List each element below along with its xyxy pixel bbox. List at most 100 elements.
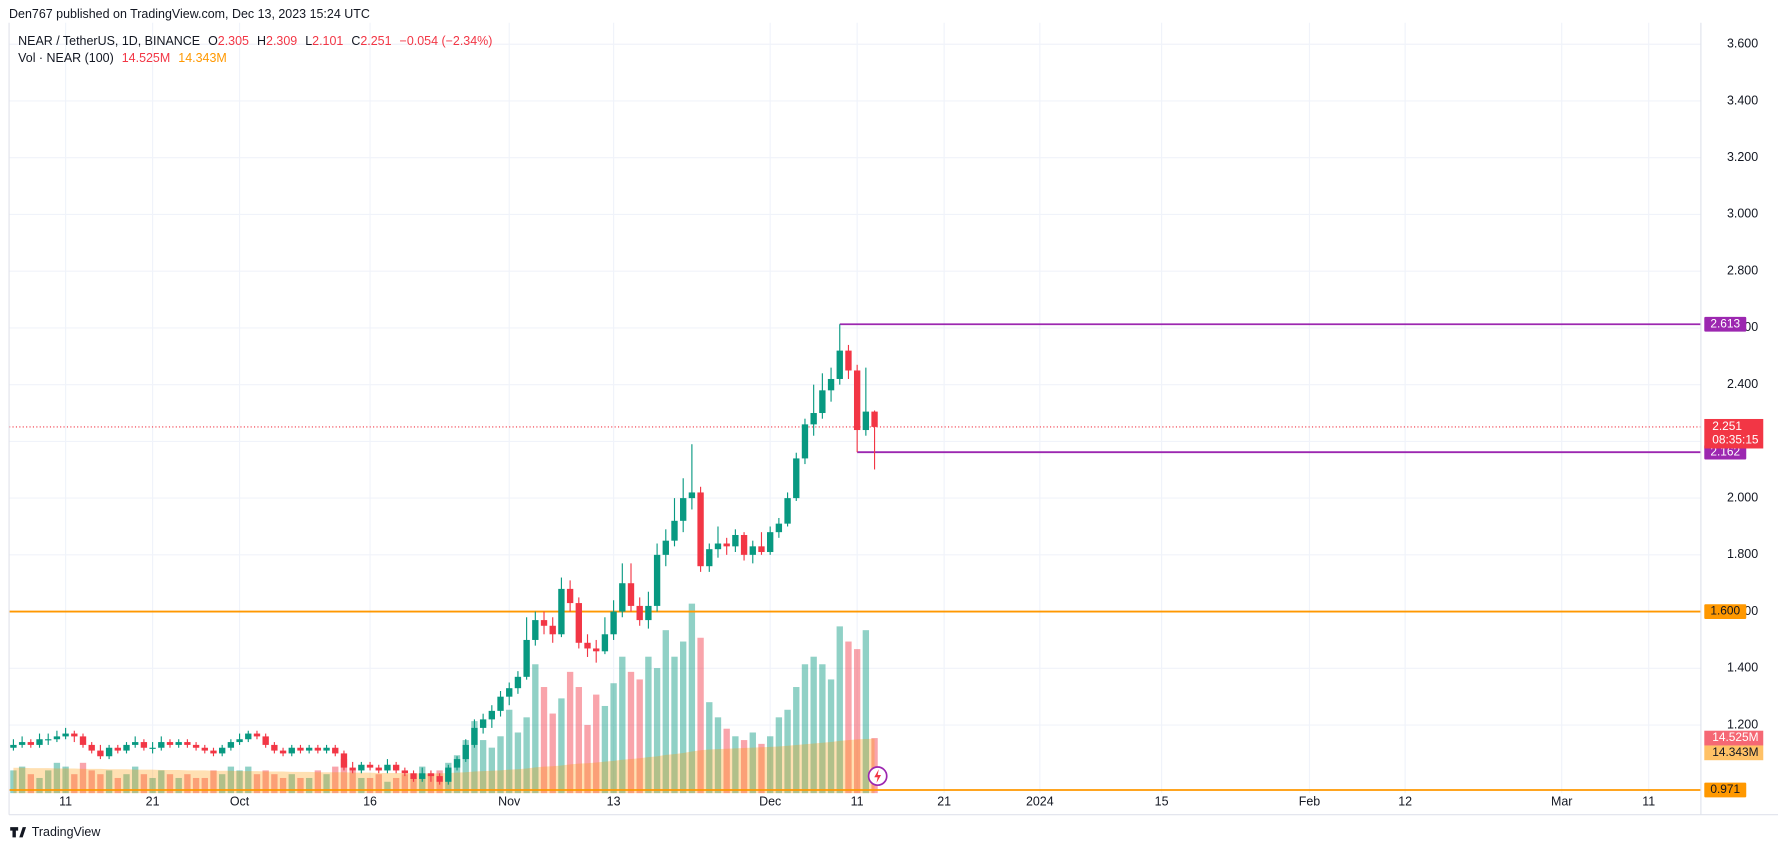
volume-bar [323, 774, 330, 794]
ohlc-value: 2.101 [312, 34, 343, 48]
replay-icon[interactable] [867, 766, 888, 787]
candle-body [227, 742, 235, 748]
x-tick-label: 15 [1155, 795, 1169, 809]
volume-bar [36, 777, 43, 794]
candle-body [88, 744, 95, 751]
y-tick-label: 3.000 [1727, 207, 1758, 221]
candle-body [392, 764, 400, 771]
candle-body [619, 583, 626, 612]
volume-bar [219, 774, 226, 794]
candle-body [584, 642, 591, 649]
volume-bar [549, 713, 556, 794]
volume-bar [140, 774, 148, 794]
volume-bar [827, 679, 835, 794]
candle-body [79, 736, 87, 745]
candle-body [662, 540, 669, 555]
candle-body [549, 625, 556, 635]
volume-bar [314, 770, 322, 794]
x-tick-label: 2024 [1026, 795, 1054, 809]
candle-body [253, 733, 261, 737]
candle-body [62, 733, 69, 737]
candle-body [53, 736, 61, 740]
level-label-bg [1704, 316, 1747, 332]
volume-value: 14.525M [122, 51, 171, 65]
candle-body [819, 390, 826, 414]
volume-bar [427, 774, 435, 794]
candle-body [279, 750, 287, 754]
candle-body [419, 773, 426, 779]
last-price-label: 2.251 [1712, 419, 1742, 433]
ohlc-value: 2.251 [360, 34, 391, 48]
candle-body [479, 719, 487, 728]
candle-body [593, 648, 600, 652]
candle-body [349, 767, 356, 771]
volume-bar [471, 721, 478, 794]
candle-body [314, 747, 322, 751]
volume-bar [79, 762, 87, 794]
candle-body [862, 411, 870, 431]
y-tick-label: 1.200 [1727, 717, 1758, 731]
volume-bar [784, 709, 791, 794]
volume-bar [114, 777, 121, 794]
volume-bar [97, 774, 104, 794]
x-tick-label: Nov [498, 795, 521, 809]
candle-body [445, 767, 452, 782]
candle-body [514, 676, 522, 689]
volume-bar [793, 687, 800, 794]
volume-bar [175, 777, 182, 794]
x-tick-label: 11 [59, 795, 72, 809]
candle-body [245, 733, 252, 740]
last-price-bg [1704, 418, 1764, 449]
volume-bar [627, 671, 635, 794]
volume-bar [845, 641, 852, 794]
candle-body [845, 350, 852, 371]
x-tick-label: 11 [1642, 795, 1655, 809]
candle-body [158, 742, 165, 748]
candle-body [332, 747, 339, 754]
candle-body [680, 498, 687, 521]
volume-bar [723, 728, 730, 794]
candle-body [566, 588, 574, 604]
x-tick-label: 16 [363, 795, 377, 809]
candle-body [219, 747, 226, 754]
volume-bar [836, 626, 843, 794]
candle-body [305, 747, 313, 751]
volume-bar [575, 687, 582, 794]
grid [9, 22, 1701, 794]
x-tick-label: 12 [1398, 795, 1412, 809]
candle-body [801, 424, 809, 459]
volume-bar [27, 774, 34, 794]
volume-bar [192, 777, 200, 794]
candle-body [471, 727, 478, 745]
x-tick-label: Feb [1299, 795, 1321, 809]
candle-body [732, 534, 739, 547]
volume-bar [53, 762, 61, 794]
symbol: NEAR / TetherUS, 1D, BINANCE [18, 34, 200, 48]
candle-body [27, 742, 34, 745]
tradingview-logo[interactable]: TradingView [10, 825, 101, 839]
candle-body [453, 759, 461, 768]
candle-body [688, 492, 696, 499]
candle-body [192, 744, 200, 748]
volume-bar [680, 641, 687, 794]
candle-body [210, 750, 217, 754]
volume-bar [210, 770, 217, 794]
candle-body [532, 620, 539, 640]
ohlc-letter: O [208, 34, 218, 48]
volume-bar [610, 683, 617, 794]
axis-labels: 2.6132.1621.6000.9712.25108:35:1514.525M… [1704, 316, 1764, 798]
candle-body [175, 742, 182, 745]
volume-bar [740, 740, 748, 794]
candle-body [97, 750, 104, 757]
y-tick-label: 3.200 [1727, 150, 1758, 164]
volume-bar [758, 743, 765, 794]
volume-bar [253, 774, 261, 794]
volume-bar [775, 717, 783, 794]
volume-name: Vol · NEAR (100) [18, 51, 114, 65]
x-tick-label: Dec [759, 795, 781, 809]
volume-ma-value: 14.343M [178, 51, 227, 65]
volume-bar [871, 738, 878, 794]
volume-bar [88, 770, 95, 794]
candle-body [706, 549, 713, 567]
